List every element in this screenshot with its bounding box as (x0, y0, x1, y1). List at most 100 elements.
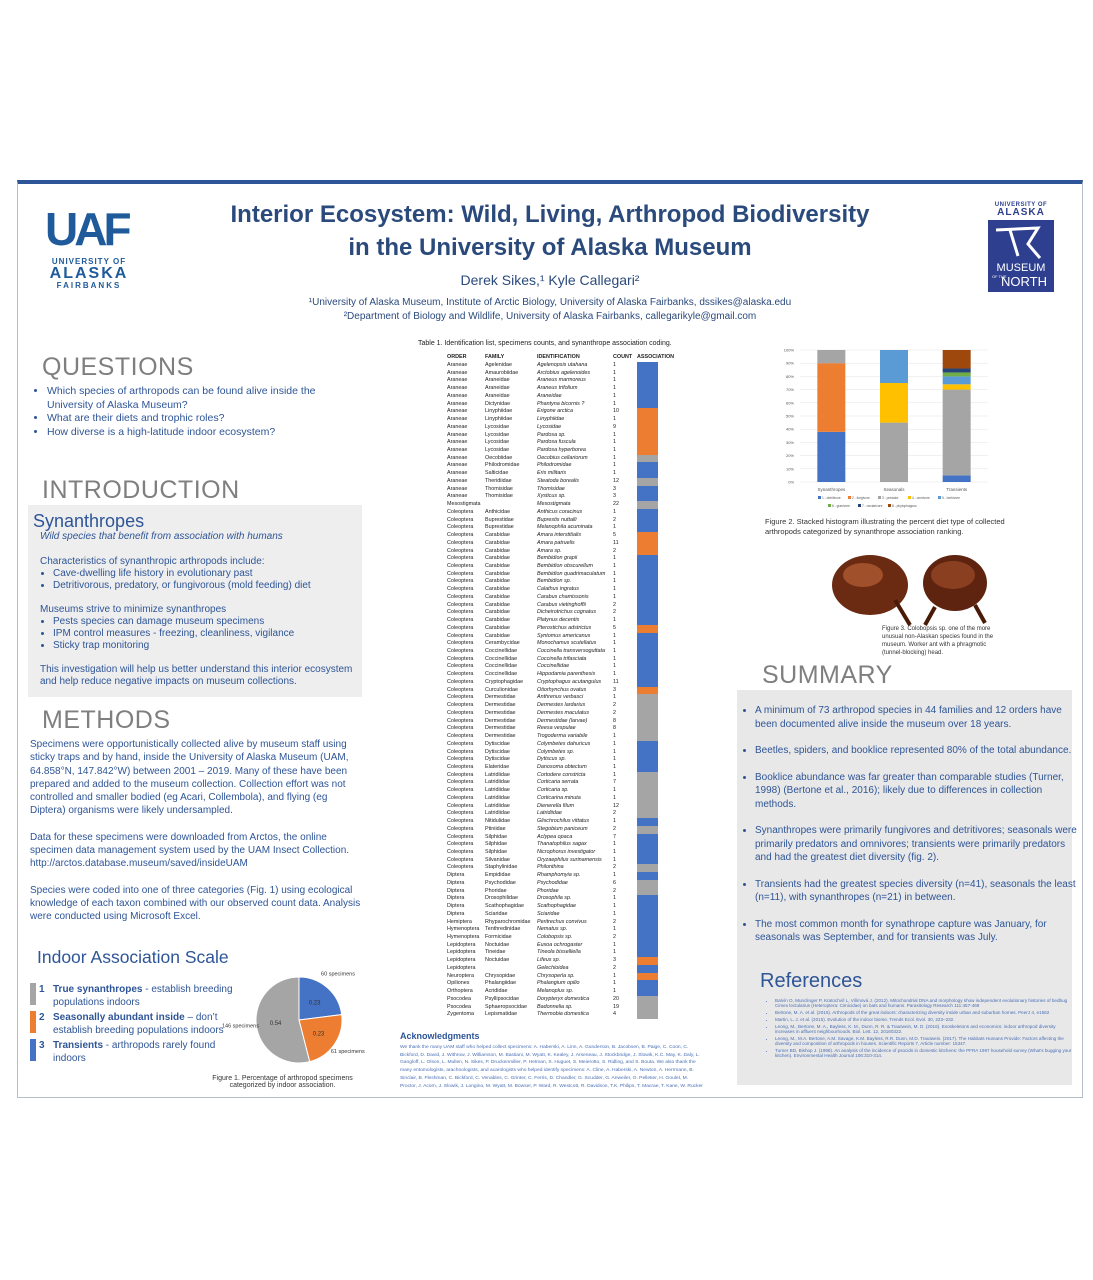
table-cell: Coleoptera (447, 632, 474, 639)
slice-annotation: 61 specimens (331, 1049, 365, 1055)
table-cell: 2 (613, 609, 616, 616)
table-cell: Araneae (447, 392, 468, 399)
table-cell: Araneus trifolium (537, 385, 578, 392)
table-cell: Linyphiidae (485, 416, 513, 423)
table-cell: Oecobiidae (485, 454, 513, 461)
association-cell (637, 555, 658, 564)
legend-label: 7 - nectarivore (862, 504, 883, 508)
scale-list: 1 True synanthropes - establish breeding … (30, 983, 240, 1067)
association-cell (637, 810, 658, 819)
table-cell: 1 (613, 818, 616, 825)
association-cell (637, 447, 658, 456)
table-cell: Thomisidae (537, 485, 565, 492)
bar-segment (880, 422, 908, 482)
table-cell: Carabidae (485, 624, 510, 631)
section-heading: INTRODUCTION (42, 476, 240, 504)
association-cell (637, 408, 658, 417)
caption: Figure 3. Colobopsis sp. one of the more… (882, 626, 994, 656)
table-cell: Coleoptera (447, 663, 474, 670)
association-cell (637, 941, 658, 950)
ack-text: We thank the many UAM staff who helped c… (400, 1045, 703, 1089)
association-cell (637, 964, 658, 973)
x-tick-label: Synanthropes (817, 487, 846, 492)
table-cell: Agelenidae (485, 362, 512, 368)
legend-label: 3 - predator (882, 496, 899, 500)
association-cell (637, 377, 658, 386)
ant-photo (832, 555, 987, 627)
table-cell: 8 (613, 725, 616, 732)
table-cell: Dictynidae (485, 400, 511, 407)
table-cell: Coleoptera (447, 848, 474, 855)
table-cell: Coleoptera (447, 717, 474, 724)
association-cell (637, 733, 658, 742)
table-cell: Coleoptera (447, 601, 474, 608)
table-cell: Latridiidae (485, 771, 510, 778)
table-cell: Carabidae (485, 586, 510, 593)
table-cell: 2 (613, 825, 616, 832)
table-cell: Coleoptera (447, 725, 474, 732)
table-cell: 1 (613, 740, 616, 747)
association-cell (637, 431, 658, 440)
table-cell: Araneae (447, 377, 468, 384)
table-cell: Eris militaris (537, 470, 567, 477)
scale-description: - establish breeding populations indoors (53, 984, 233, 1008)
association-cell (637, 632, 658, 641)
y-tick-label: 30% (786, 440, 794, 445)
table-cell: Platynus decentis (537, 617, 580, 624)
table-cell: Carabidae (485, 617, 510, 624)
table-cell: 2 (613, 702, 616, 709)
paragraph: Species were coded into one of three cat… (30, 884, 361, 923)
table-cell: Araneae (447, 470, 468, 477)
table-cell: 1 (613, 593, 616, 600)
table-cell: Elateridae (485, 763, 510, 770)
table-cell: Calathus ingratus (537, 586, 579, 593)
association-cell (637, 508, 658, 517)
table-cell: 1 (613, 400, 616, 407)
table-cell: Dermestidae (485, 702, 516, 709)
association-cell (637, 879, 658, 888)
table-cell: 4 (613, 1011, 616, 1018)
logo-icon (995, 226, 1042, 259)
table-cell: Coleoptera (447, 709, 474, 716)
table-cell: Carabidae (485, 593, 510, 600)
table-cell: Curculionidae (485, 686, 518, 693)
table-cell: 1 (613, 756, 616, 763)
association-cell (637, 756, 658, 765)
table-cell: Buprestidae (485, 516, 514, 523)
association-cell (637, 369, 658, 378)
table-cell: Psocodea (447, 995, 471, 1002)
table-cell: Dytiscus sp. (537, 756, 567, 763)
table-cell: Coleoptera (447, 539, 474, 546)
table-cell: Mesostigmata (447, 501, 481, 508)
table-cell: Nitidulidae (485, 818, 511, 825)
association-cell (637, 470, 658, 479)
table-cell: Coleoptera (447, 810, 474, 817)
scale-number: 1 (39, 984, 45, 995)
section-heading: METHODS (42, 706, 171, 734)
association-cell (637, 416, 658, 425)
association-cell (637, 980, 658, 989)
paragraph: Data for these specimens were downloaded… (30, 831, 350, 870)
scale-swatch (30, 1011, 36, 1033)
table-cell: 2 (613, 516, 616, 523)
association-cell (637, 539, 658, 548)
table-cell: Hippodamia parenthesis (537, 671, 596, 678)
table-cell: Monochamus scutellatus (537, 640, 597, 647)
table-cell: Lycosidae (485, 439, 510, 446)
table-cell: Araneae (447, 454, 468, 461)
table-cell: Coleoptera (447, 586, 474, 593)
table-cell: Araneae (447, 362, 468, 368)
table-cell: 1 (613, 872, 616, 879)
table-cell: Oryzaephilus surinamensis (537, 856, 602, 863)
table-cell: Nicrophorus investigator (537, 848, 596, 855)
table-cell: Coleoptera (447, 825, 474, 832)
table-cell: 1 (613, 578, 616, 585)
table-cell: 2 (613, 934, 616, 941)
table-cell: Silphidae (485, 848, 508, 855)
pie-slice (298, 1014, 343, 1063)
association-cell (637, 872, 658, 881)
table-cell: Sciaridae (485, 910, 508, 917)
legend-swatch (818, 496, 821, 499)
table-cell: Latridiidae (485, 802, 510, 809)
table-cell: 1 (613, 748, 616, 755)
